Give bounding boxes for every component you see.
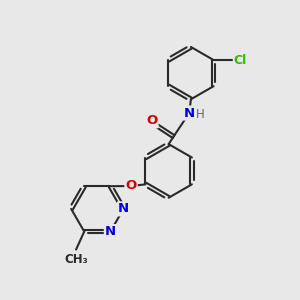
Text: H: H — [196, 108, 205, 121]
Text: N: N — [105, 225, 116, 238]
Text: N: N — [184, 106, 195, 119]
Text: Cl: Cl — [234, 53, 247, 67]
Text: CH₃: CH₃ — [64, 253, 88, 266]
Text: O: O — [146, 114, 158, 128]
Text: O: O — [125, 179, 136, 193]
Text: N: N — [118, 202, 129, 215]
